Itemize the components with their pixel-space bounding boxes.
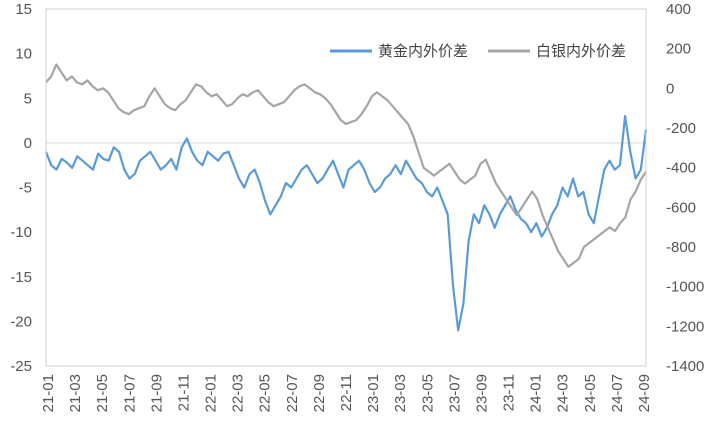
x-tick-label: 22-07 bbox=[284, 374, 301, 412]
y-right-tick-label: -1400 bbox=[666, 358, 704, 375]
x-tick-label: 23-03 bbox=[392, 374, 409, 412]
x-tick-label: 22-09 bbox=[311, 374, 328, 412]
y-left-tick-label: 10 bbox=[15, 46, 32, 63]
plot-frame bbox=[45, 8, 647, 367]
y-right-tick-label: 400 bbox=[666, 1, 691, 18]
y-left-tick-label: 15 bbox=[15, 1, 32, 18]
legend-label-gold: 黄金内外价差 bbox=[378, 43, 468, 60]
y-right-tick-label: 0 bbox=[666, 80, 674, 97]
y-left-tick-label: -15 bbox=[10, 269, 32, 286]
x-tick-label: 22-01 bbox=[203, 374, 220, 412]
x-tick-label: 21-09 bbox=[148, 374, 165, 412]
legend-label-silver: 白银内外价差 bbox=[536, 43, 626, 60]
series-line-gold bbox=[44, 114, 648, 332]
x-tick-label: 23-05 bbox=[419, 374, 436, 412]
x-tick-label: 23-01 bbox=[365, 374, 382, 412]
x-tick-label: 22-11 bbox=[338, 374, 355, 411]
y-right-tick-label: -800 bbox=[666, 239, 696, 256]
x-tick-label: 23-11 bbox=[501, 374, 518, 411]
x-tick-label: 23-07 bbox=[446, 374, 463, 412]
y-left-tick-label: 0 bbox=[24, 135, 32, 152]
y-right-tick-label: -1000 bbox=[666, 279, 704, 296]
x-tick-label: 23-09 bbox=[473, 374, 490, 412]
y-right-tick-label: -600 bbox=[666, 199, 696, 216]
x-tick-label: 21-05 bbox=[94, 374, 111, 412]
x-tick-label: 24-05 bbox=[582, 374, 599, 412]
x-axis: 21-01 21-03 21-05 21-07 21-09 21-11 22-01 22-03… bbox=[40, 374, 653, 412]
y-left-tick-label: -10 bbox=[10, 224, 32, 241]
x-tick-label: 21-01 bbox=[40, 374, 57, 412]
legend: 黄金内外价差 白银内外价差 bbox=[330, 43, 626, 60]
y-right-tick-label: -200 bbox=[666, 120, 696, 137]
y-left-tick-label: -25 bbox=[10, 358, 32, 375]
y-axis-left: 15 10 5 0 -5 -10 -15 -20 -25 bbox=[10, 1, 32, 375]
y-axis-right: 400 200 0 -200 -400 -600 -800 -1000 -1200 -1400 bbox=[666, 1, 704, 375]
y-right-tick-label: -1200 bbox=[666, 318, 704, 335]
x-tick-label: 21-03 bbox=[67, 374, 84, 412]
y-left-tick-label: -5 bbox=[19, 180, 32, 197]
series-line-silver bbox=[45, 63, 647, 268]
y-left-tick-label: 5 bbox=[24, 90, 32, 107]
y-right-tick-label: 200 bbox=[666, 41, 691, 58]
series-layer bbox=[44, 63, 648, 332]
x-tick-label: 24-09 bbox=[636, 374, 653, 412]
x-tick-label: 21-07 bbox=[121, 374, 138, 412]
x-tick-label: 24-03 bbox=[555, 374, 572, 412]
x-tick-label: 21-11 bbox=[175, 374, 192, 411]
y-right-tick-label: -400 bbox=[666, 160, 696, 177]
x-tick-label: 22-05 bbox=[257, 374, 274, 412]
x-tick-label: 24-07 bbox=[609, 374, 626, 412]
x-tick-label: 22-03 bbox=[230, 374, 247, 412]
x-tick-label: 24-01 bbox=[528, 374, 545, 412]
y-left-tick-label: -20 bbox=[10, 313, 32, 330]
